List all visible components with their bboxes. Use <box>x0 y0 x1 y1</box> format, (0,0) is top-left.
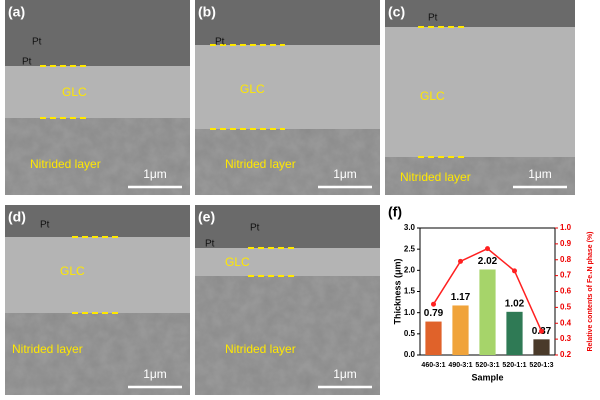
panel-label: (f) <box>388 204 402 220</box>
line-point <box>512 268 517 274</box>
panel-label: (b) <box>198 4 216 20</box>
y-tick-label: 1.0 <box>404 308 416 317</box>
layer-label: Nitrided layer <box>225 157 296 171</box>
line-point <box>458 258 463 264</box>
bar <box>425 321 442 355</box>
texture <box>5 313 190 395</box>
line-point <box>431 301 436 307</box>
scale-label: 1μm <box>528 167 552 181</box>
layer-label: Nitrided layer <box>225 342 296 356</box>
layer-label: Pt <box>215 37 225 48</box>
data-label: 1.02 <box>505 298 525 309</box>
bar <box>479 269 496 355</box>
layer-label: GLC <box>420 89 445 103</box>
texture <box>195 129 380 195</box>
y2-tick-label: 1.0 <box>560 223 572 232</box>
pt-layer <box>195 0 380 45</box>
glc-layer <box>195 248 380 276</box>
glc-layer <box>5 66 190 118</box>
pt-layer <box>5 0 190 66</box>
layer-label: Pt <box>40 220 50 231</box>
layer-label: Nitrided layer <box>12 342 83 356</box>
x-tick-label: 520-1:3 <box>529 362 553 369</box>
bar <box>452 305 469 355</box>
data-label: 1.17 <box>451 292 471 303</box>
layer-label: Nitrided layer <box>30 157 101 171</box>
y-tick-label: 2.5 <box>404 244 416 253</box>
layer-label: GLC <box>60 264 85 278</box>
x-axis-title: Sample <box>471 372 503 382</box>
layer-label: GLC <box>225 255 250 269</box>
layer-label: Pt <box>32 37 42 48</box>
y-axis-title: Thickness (μm) <box>392 258 402 324</box>
panel-label: (c) <box>388 4 405 20</box>
panel-label: (e) <box>198 209 215 225</box>
scale-label: 1μm <box>143 167 167 181</box>
y2-tick-label: 0.4 <box>560 318 572 327</box>
y-tick-label: 2.0 <box>404 265 416 274</box>
y-tick-label: 0.0 <box>404 350 416 359</box>
x-tick-label: 520-1:1 <box>502 362 526 369</box>
layer-label: Pt <box>22 57 32 68</box>
layer-label: Pt <box>428 13 438 24</box>
glc-layer <box>195 45 380 129</box>
pt-layer <box>385 0 575 27</box>
layer-label: GLC <box>240 82 265 96</box>
glc-layer <box>385 27 575 157</box>
y-tick-label: 3.0 <box>404 223 416 232</box>
bar <box>533 339 550 355</box>
layer-label: Pt <box>205 239 215 250</box>
y2-tick-label: 0.7 <box>560 271 572 280</box>
panel-label: (d) <box>8 209 26 225</box>
y2-tick-label: 0.6 <box>560 287 572 296</box>
pt-layer <box>5 205 190 237</box>
y-tick-label: 0.5 <box>404 329 416 338</box>
texture <box>195 276 380 395</box>
y-tick-label: 1.5 <box>404 287 416 296</box>
texture <box>5 118 190 195</box>
texture <box>385 157 575 195</box>
x-tick-label: 490-3:1 <box>448 362 472 369</box>
scale-label: 1μm <box>333 167 357 181</box>
scale-label: 1μm <box>143 367 167 381</box>
y2-tick-label: 0.3 <box>560 334 572 343</box>
pt-layer <box>195 205 380 248</box>
line-point <box>485 246 490 252</box>
line-point <box>539 328 544 334</box>
layer-label: Nitrided layer <box>400 170 471 184</box>
data-label: 2.02 <box>478 256 498 267</box>
layer-label: Pt <box>250 223 260 234</box>
layer-label: GLC <box>62 85 87 99</box>
bar <box>506 311 523 355</box>
y2-tick-label: 0.8 <box>560 255 572 264</box>
scale-label: 1μm <box>333 367 357 381</box>
y2-axis-title: Relative contents of Fe₄N phase (%) <box>587 231 594 351</box>
data-label: 0.79 <box>424 308 444 319</box>
y2-tick-label: 0.2 <box>560 350 572 359</box>
y2-tick-label: 0.5 <box>560 302 572 311</box>
glc-layer <box>5 237 190 313</box>
y2-tick-label: 0.9 <box>560 239 572 248</box>
panel-label: (a) <box>8 4 25 20</box>
x-tick-label: 520-3:1 <box>475 362 499 369</box>
x-tick-label: 460-3:1 <box>421 362 445 369</box>
